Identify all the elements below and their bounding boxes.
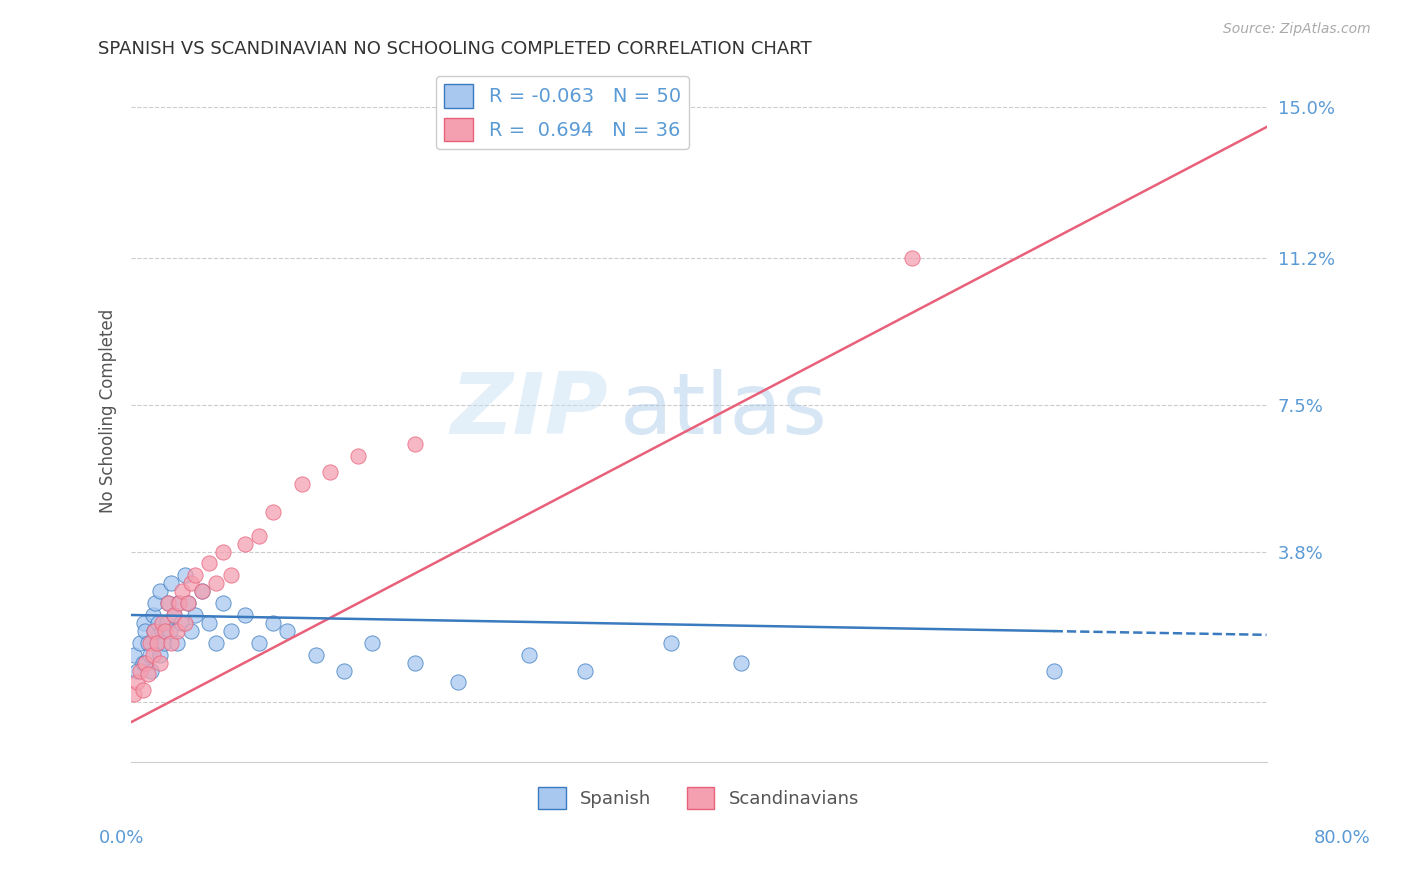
Text: 80.0%: 80.0%	[1315, 829, 1371, 847]
Point	[128, 636, 150, 650]
Point	[131, 683, 153, 698]
Point	[146, 636, 169, 650]
Point	[141, 607, 163, 622]
Point	[247, 529, 270, 543]
Point	[659, 636, 682, 650]
Point	[262, 615, 284, 630]
Point	[730, 656, 752, 670]
Point	[157, 596, 180, 610]
Point	[145, 596, 167, 610]
Point	[177, 596, 200, 610]
Point	[219, 568, 242, 582]
Point	[180, 624, 202, 638]
Point	[191, 584, 214, 599]
Point	[198, 615, 221, 630]
Point	[574, 664, 596, 678]
Point	[141, 648, 163, 662]
Point	[136, 636, 159, 650]
Point	[155, 624, 177, 638]
Point	[125, 664, 148, 678]
Point	[148, 615, 170, 630]
Point	[157, 596, 180, 610]
Point	[166, 636, 188, 650]
Point	[134, 624, 156, 638]
Point	[517, 648, 540, 662]
Point	[361, 636, 384, 650]
Point	[184, 607, 207, 622]
Point	[262, 505, 284, 519]
Point	[219, 624, 242, 638]
Point	[333, 664, 356, 678]
Point	[205, 636, 228, 650]
Point	[122, 687, 145, 701]
Point	[177, 596, 200, 610]
Point	[160, 576, 183, 591]
Text: 0.0%: 0.0%	[98, 829, 143, 847]
Point	[163, 607, 186, 622]
Point	[142, 624, 165, 638]
Text: Source: ZipAtlas.com: Source: ZipAtlas.com	[1223, 22, 1371, 37]
Point	[160, 636, 183, 650]
Point	[159, 624, 181, 638]
Point	[174, 615, 197, 630]
Point	[122, 648, 145, 662]
Point	[146, 636, 169, 650]
Point	[134, 656, 156, 670]
Text: SPANISH VS SCANDINAVIAN NO SCHOOLING COMPLETED CORRELATION CHART: SPANISH VS SCANDINAVIAN NO SCHOOLING COM…	[98, 40, 813, 58]
Point	[247, 636, 270, 650]
Point	[149, 584, 172, 599]
Point	[233, 607, 256, 622]
Point	[136, 667, 159, 681]
Point	[167, 596, 190, 610]
Point	[184, 568, 207, 582]
Point	[404, 656, 426, 670]
Point	[138, 648, 160, 662]
Point	[198, 557, 221, 571]
Point	[131, 656, 153, 670]
Point	[156, 615, 179, 630]
Point	[152, 624, 174, 638]
Point	[446, 675, 468, 690]
Point	[125, 675, 148, 690]
Point	[233, 536, 256, 550]
Text: ZIP: ZIP	[450, 369, 607, 452]
Point	[132, 615, 155, 630]
Point	[170, 615, 193, 630]
Point	[139, 664, 162, 678]
Point	[319, 465, 342, 479]
Legend: Spanish, Scandinavians: Spanish, Scandinavians	[531, 780, 866, 816]
Point	[212, 596, 235, 610]
Point	[276, 624, 298, 638]
Point	[180, 576, 202, 591]
Point	[900, 251, 922, 265]
Point	[152, 615, 174, 630]
Point	[166, 624, 188, 638]
Point	[142, 624, 165, 638]
Point	[149, 656, 172, 670]
Point	[212, 544, 235, 558]
Point	[290, 477, 312, 491]
Y-axis label: No Schooling Completed: No Schooling Completed	[100, 309, 117, 513]
Point	[174, 568, 197, 582]
Point	[347, 450, 370, 464]
Point	[172, 584, 194, 599]
Point	[128, 664, 150, 678]
Point	[205, 576, 228, 591]
Point	[404, 437, 426, 451]
Point	[138, 636, 160, 650]
Point	[169, 596, 191, 610]
Text: atlas: atlas	[620, 369, 827, 452]
Point	[134, 656, 156, 670]
Point	[191, 584, 214, 599]
Point	[149, 648, 172, 662]
Point	[153, 636, 176, 650]
Point	[1042, 664, 1064, 678]
Point	[163, 607, 186, 622]
Point	[305, 648, 328, 662]
